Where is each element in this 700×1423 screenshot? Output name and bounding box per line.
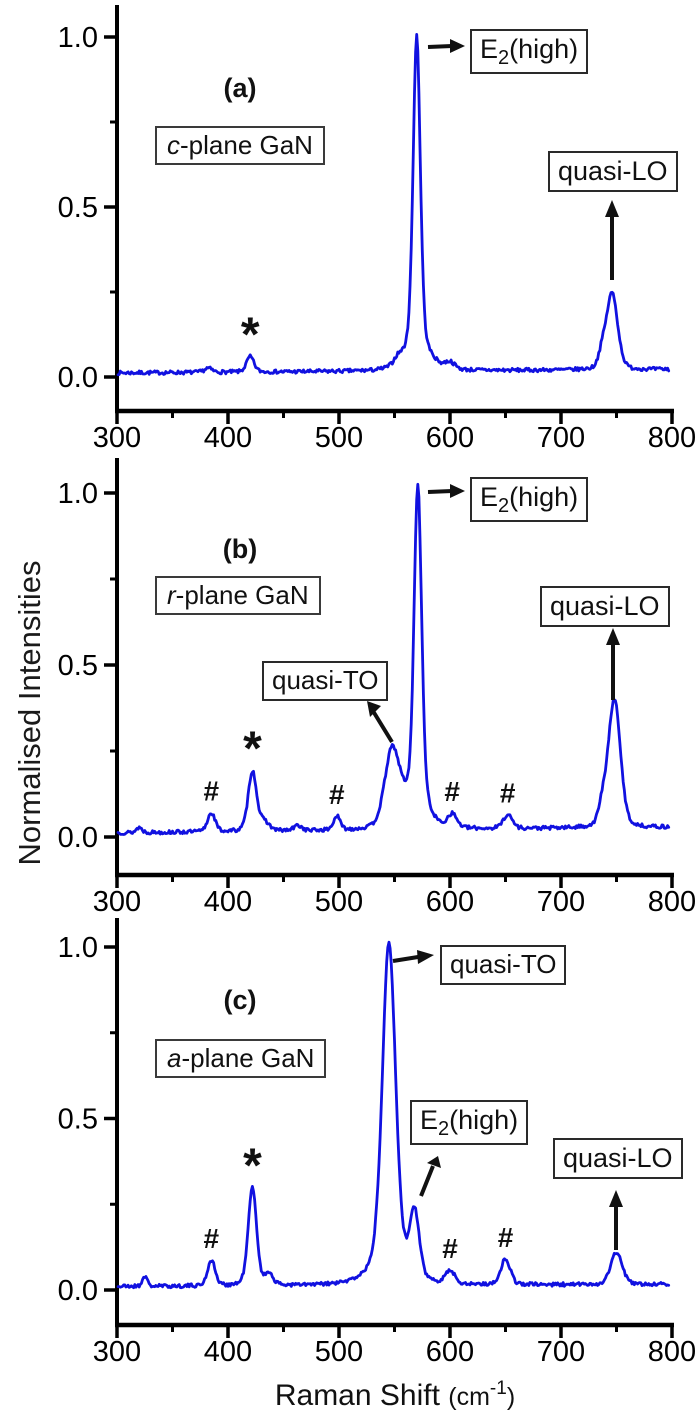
- x-tick-label: 400: [204, 1336, 252, 1368]
- e2-high-label-b: E2(high): [470, 477, 589, 522]
- x-tick-label: 300: [93, 422, 141, 454]
- x-tick-label: 500: [315, 1336, 363, 1368]
- y-tick-label: 1.0: [58, 932, 98, 964]
- quasi-lo-label-a: quasi-LO: [548, 151, 678, 193]
- quasi-lo-arrow-a-icon: [605, 200, 619, 280]
- x-tick-label: 300: [93, 1336, 141, 1368]
- e2-arrow-b-icon: [427, 484, 465, 498]
- spectrum-curve-a: [116, 33, 671, 377]
- star-peak-marker: *: [243, 1140, 262, 1193]
- panel-b-plot: 300 400 500 600 700 800 0.0 0.5 1.0 # * # # #: [58, 458, 696, 918]
- x-axis-title-unit: (cm-1): [448, 1378, 516, 1411]
- x-tick-label: 800: [648, 1336, 696, 1368]
- x-tick-label: 700: [537, 886, 585, 918]
- y-tick-label: 1.0: [58, 22, 98, 54]
- panel-a-plot: 300 400 500 600 700 800 0.0 0.5 1.0 *: [58, 5, 696, 454]
- hash-peak-marker: #: [204, 776, 220, 807]
- y-tick-label: 0.0: [58, 822, 98, 854]
- x-tick-label: 400: [204, 422, 252, 454]
- e2-high-label-c: E2(high): [410, 1100, 529, 1145]
- sample-label-c: a-plane GaN: [155, 1039, 327, 1078]
- e2-high-label-a: E2(high): [470, 29, 589, 74]
- quasi-lo-arrow-b-icon: [606, 628, 620, 700]
- star-peak-marker: *: [243, 722, 262, 775]
- spectrum-curve-c: [116, 940, 671, 1290]
- e2-arrow-a-icon: [427, 39, 465, 53]
- y-axis-title: Normalised Intensities: [12, 560, 47, 866]
- hash-peak-marker: #: [500, 778, 516, 809]
- x-tick-label: 600: [426, 1336, 474, 1368]
- hash-peak-marker: #: [329, 779, 345, 810]
- x-tick-label: 800: [648, 422, 696, 454]
- hash-peak-marker: #: [444, 776, 460, 807]
- e2-arrow-c-icon: [419, 1156, 441, 1197]
- star-peak-marker: *: [241, 309, 260, 362]
- quasi-lo-arrow-c-icon: [609, 1190, 623, 1250]
- x-tick-label: 500: [315, 886, 363, 918]
- panel-c-tag: (c): [223, 985, 257, 1015]
- sample-label-a: c-plane GaN: [155, 126, 325, 165]
- panel-b-tag: (b): [222, 534, 258, 564]
- x-tick-label: 600: [426, 886, 474, 918]
- quasi-to-arrow-c-icon: [392, 950, 434, 964]
- panel-c-plot: 300 400 500 600 700 800 0.0 0.5 1.0 # * # #: [58, 918, 696, 1368]
- sample-label-b: r-plane GaN: [155, 576, 321, 615]
- y-tick-label: 0.0: [58, 1275, 98, 1307]
- spectrum-curve-b: [116, 482, 671, 836]
- quasi-to-label-c: quasi-TO: [440, 945, 567, 985]
- quasi-lo-label-c: quasi-LO: [553, 1138, 683, 1180]
- x-tick-label: 400: [204, 886, 252, 918]
- y-tick-label: 0.5: [58, 650, 98, 682]
- x-tick-label: 800: [648, 886, 696, 918]
- x-tick-label: 500: [315, 422, 363, 454]
- hash-peak-marker: #: [498, 1222, 514, 1253]
- y-tick-label: 0.0: [58, 362, 98, 394]
- x-axis-title: Raman Shift (cm-1): [275, 1378, 515, 1413]
- x-tick-label: 700: [537, 1336, 585, 1368]
- quasi-lo-label-b: quasi-LO: [540, 586, 670, 628]
- x-tick-label: 600: [426, 422, 474, 454]
- y-tick-label: 0.5: [58, 192, 98, 224]
- panel-a-tag: (a): [223, 73, 257, 103]
- hash-peak-marker: #: [204, 1223, 220, 1254]
- quasi-to-arrow-b-icon: [367, 701, 394, 744]
- x-axis-title-main: Raman Shift: [274, 1379, 449, 1412]
- quasi-to-label-b: quasi-TO: [262, 661, 389, 701]
- y-tick-label: 0.5: [58, 1104, 98, 1136]
- hash-peak-marker: #: [442, 1233, 458, 1264]
- x-tick-label: 700: [537, 422, 585, 454]
- x-tick-label: 300: [93, 886, 141, 918]
- y-tick-label: 1.0: [58, 478, 98, 510]
